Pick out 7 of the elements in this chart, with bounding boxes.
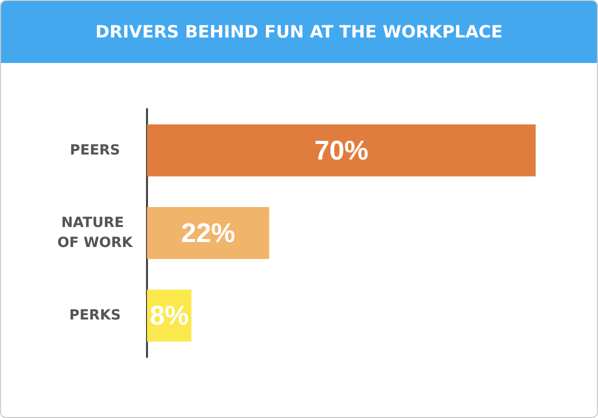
y-tick-label: NATURE OF WORK (57, 215, 134, 251)
chart-title: DRIVERS BEHIND FUN AT THE WORKPLACE (95, 22, 503, 42)
y-tick-label: PEERS (70, 142, 120, 158)
data-label: 22% (181, 218, 236, 248)
data-label: 70% (314, 135, 368, 166)
data-label: 8% (150, 300, 189, 331)
y-tick-label: PERKS (69, 308, 121, 324)
